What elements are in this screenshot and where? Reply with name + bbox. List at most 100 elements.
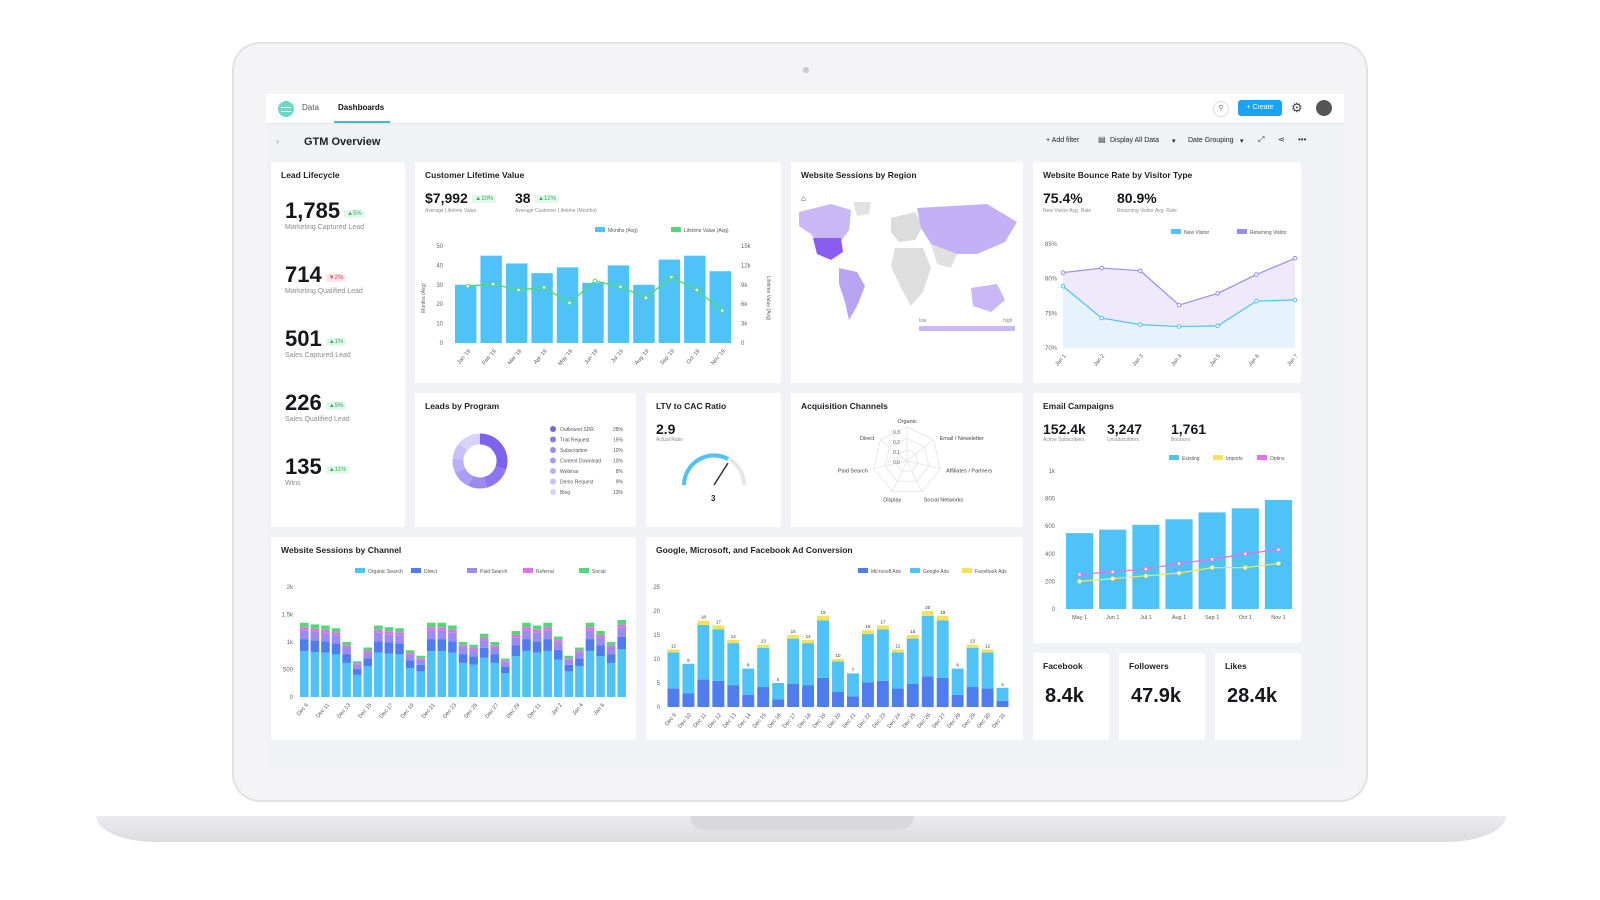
stacked-bar-segment <box>712 629 725 681</box>
metric-delta: ▲11% <box>325 465 350 474</box>
stacked-bar-segment <box>742 668 755 695</box>
stacked-bar-segment <box>469 664 478 697</box>
ads-chart: Microsoft Ads Google Ads Facebook Ads 25 20 1… <box>653 568 1009 730</box>
display-data-dropdown[interactable]: Display All Data <box>1110 137 1160 144</box>
card-title: Website Bounce Rate by Visitor Type <box>1043 170 1193 180</box>
data-label: 7 <box>852 667 855 672</box>
legend-label: Direct <box>424 569 438 575</box>
map-asia <box>917 204 1017 268</box>
y-axis-label: Months (Avg) <box>421 283 427 313</box>
stacked-bar-segment <box>310 651 320 697</box>
home-icon[interactable]: ⌂ <box>801 194 806 203</box>
y-tick-label: 0 <box>290 695 294 701</box>
line-point <box>643 295 649 301</box>
legend-label: Referral <box>536 569 554 575</box>
x-tick-label: Dec 21 <box>842 712 858 729</box>
stacked-bar-segment <box>996 700 1009 707</box>
x-tick-label: Dec 23 <box>872 712 888 729</box>
legend-label: Microsoft Ads <box>871 569 902 575</box>
legend-swatch <box>1213 455 1223 460</box>
stacked-bar-segment <box>936 677 949 707</box>
stacked-bar-segment <box>384 627 394 632</box>
data-label: 15 <box>791 629 797 634</box>
program-chart: Outbound SDR 28% Trial Request 15% Subscript… <box>452 426 624 496</box>
x-tick-label: May 1 <box>1072 615 1087 621</box>
line-point <box>1176 561 1182 566</box>
y2-axis-label: Lifetime Value (Avg) <box>765 276 771 321</box>
data-label: 19 <box>940 610 946 615</box>
metric-value: 1,785 <box>285 198 341 223</box>
kpi-label: Returning Visitor Avg. Rate <box>1117 208 1177 214</box>
x-tick-label: Dec 15 <box>752 712 768 729</box>
card-title: Lead Lifecycle <box>281 170 340 180</box>
share-icon[interactable]: ⋖ <box>1278 135 1285 144</box>
x-tick-label: Dec 27 <box>484 702 500 719</box>
date-chevron-icon[interactable]: ▾ <box>1240 138 1244 145</box>
stacked-bar-segment <box>395 643 404 655</box>
social-value: 47.9k <box>1131 685 1182 707</box>
clv-kpi-ltv: $7,992 ▲10% Average Lifetime Value <box>425 190 497 214</box>
tab-data[interactable]: Data <box>302 103 319 112</box>
x-tick-label: Dec 13 <box>722 712 738 729</box>
stacked-bar-segment <box>876 625 889 630</box>
gauge-fill <box>682 453 729 486</box>
card-title: Leads by Program <box>425 401 500 411</box>
stacked-bar-segment <box>501 673 510 697</box>
display-chevron-icon[interactable]: ▾ <box>1172 138 1176 145</box>
bar <box>505 263 528 343</box>
chevron-right-icon[interactable]: › <box>276 136 279 146</box>
tab-dashboards[interactable]: Dashboards <box>338 103 385 112</box>
x-tick-label: Dec 16 <box>767 712 783 729</box>
stacked-bar-segment <box>300 627 309 631</box>
x-tick-label: Dec 10 <box>677 712 693 729</box>
expand-icon[interactable]: ⤢ <box>1258 135 1265 144</box>
stacked-bar-segment <box>802 685 815 707</box>
legend-dot <box>550 468 556 474</box>
sessions-by-region-card: Website Sessions by Region ⌂ <box>791 162 1023 383</box>
legend-label: Outbound SDR <box>560 427 594 433</box>
x-tick-label: Sep '19 <box>659 348 675 366</box>
app-logo-icon[interactable] <box>278 101 294 117</box>
stacked-bar-segment <box>575 647 584 651</box>
laptop-notch <box>690 816 914 830</box>
stacked-bar-segment <box>522 650 531 697</box>
map-europe <box>891 212 923 242</box>
line-point <box>1209 557 1215 562</box>
avatar[interactable] <box>1316 100 1332 116</box>
acquisition-radar: Organic Email / Newsletter Affiliates / Pa… <box>838 419 993 504</box>
legend-label: Subscription <box>560 448 588 454</box>
y-tick-label: 85% <box>1045 242 1058 248</box>
x-tick-label: Dec 14 <box>737 712 753 729</box>
facebook-card: Facebook 8.4k <box>1033 653 1109 740</box>
radar-spoke <box>906 439 934 462</box>
stacked-bar-segment <box>585 639 595 651</box>
search-icon[interactable]: ⚲ <box>1213 101 1229 117</box>
page-title: GTM Overview <box>304 136 381 148</box>
add-filter-button[interactable]: + Add filter <box>1046 137 1080 144</box>
gauge-track <box>682 453 746 486</box>
kpi-delta: ▲10% <box>472 194 497 203</box>
gear-icon[interactable]: ⚙ <box>1291 100 1303 115</box>
donut-slice <box>483 465 507 488</box>
stacked-bar-segment <box>891 649 904 653</box>
radar-grid <box>884 438 930 482</box>
active-tab-indicator <box>334 121 390 123</box>
x-tick-label: Jul '19 <box>610 348 625 364</box>
legend-swatch <box>523 568 533 573</box>
data-label: 15 <box>910 629 916 634</box>
create-button[interactable]: + Create <box>1238 100 1282 116</box>
stacked-bar-segment <box>606 647 616 655</box>
x-tick-label: Sep 1 <box>1205 615 1219 621</box>
stacked-bar-segment <box>564 658 574 660</box>
card-title: LTV to CAC Ratio <box>656 401 727 411</box>
stacked-bar-segment <box>532 632 542 642</box>
date-grouping-dropdown[interactable]: Date Grouping <box>1188 137 1234 144</box>
stacked-bar-segment <box>437 627 447 631</box>
more-icon[interactable]: ••• <box>1298 135 1307 144</box>
stacked-bar-segment <box>667 688 680 707</box>
stacked-bar-segment <box>981 688 994 707</box>
stacked-bar-segment <box>331 628 341 633</box>
y-tick-label: 75% <box>1045 311 1058 317</box>
legend-label: Blog <box>560 490 570 496</box>
stacked-bar-segment <box>416 664 425 672</box>
